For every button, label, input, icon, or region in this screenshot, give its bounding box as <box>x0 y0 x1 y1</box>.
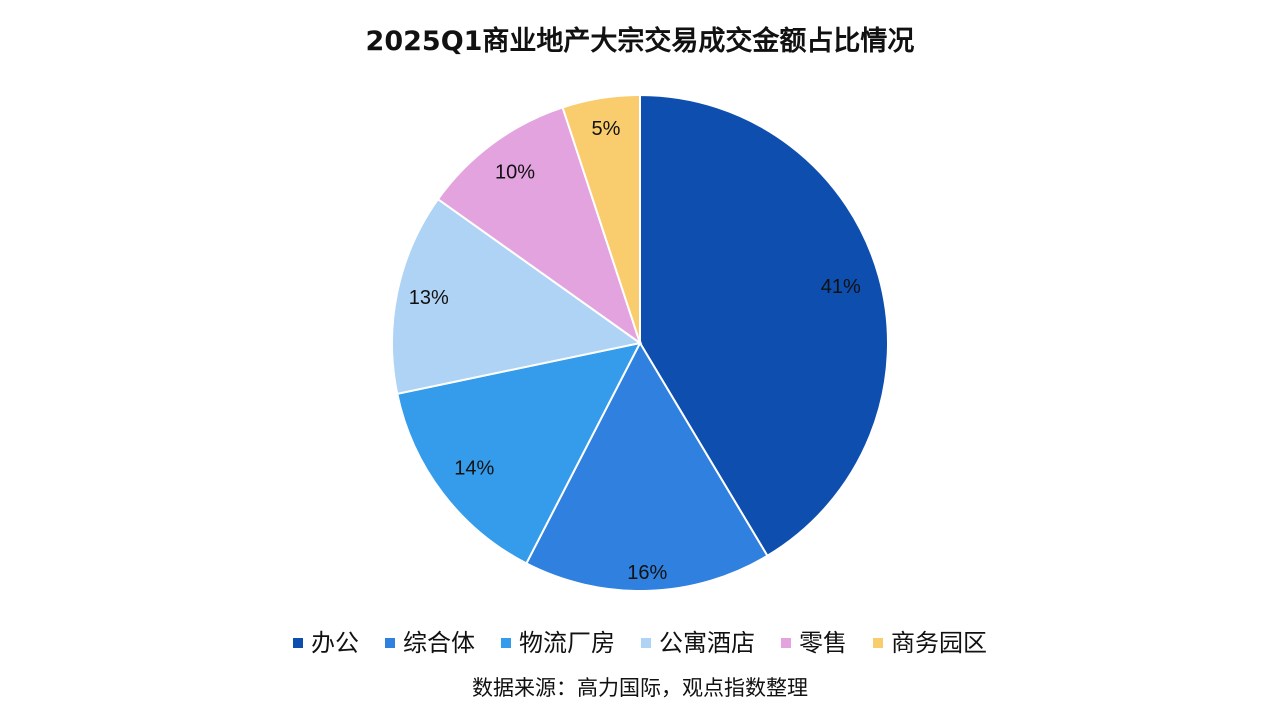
pie-slice <box>391 197 643 395</box>
legend-item: 办公 <box>293 625 359 661</box>
source-note: 数据来源：高力国际，观点指数整理 <box>472 676 808 700</box>
legend-swatch <box>781 638 791 648</box>
legend-item: 物流厂房 <box>501 625 615 661</box>
legend-item: 综合体 <box>385 625 475 661</box>
legend-swatch <box>293 638 303 648</box>
pie-slice <box>396 341 642 565</box>
chart-legend: 办公 综合体 物流厂房 公寓酒店 零售 商务园区 <box>0 625 1280 661</box>
slice-data-label: 16% <box>627 562 667 584</box>
legend-label: 物流厂房 <box>519 629 615 657</box>
legend-label: 零售 <box>799 629 847 657</box>
legend-label: 办公 <box>311 629 359 657</box>
legend-swatch <box>385 638 395 648</box>
legend-label: 综合体 <box>403 629 475 657</box>
pie-slice <box>436 106 642 346</box>
pie-slice <box>561 93 641 344</box>
legend-swatch <box>501 638 511 648</box>
pie-slice <box>525 340 769 592</box>
slice-data-label: 14% <box>454 457 494 479</box>
chart-title: 2025Q1商业地产大宗交易成交金额占比情况 <box>365 26 915 57</box>
legend-label: 商务园区 <box>891 629 987 657</box>
slice-data-label: 5% <box>591 118 620 140</box>
legend-label: 公寓酒店 <box>659 629 755 657</box>
legend-item: 商务园区 <box>873 625 987 661</box>
legend-item: 零售 <box>781 625 847 661</box>
legend-item: 公寓酒店 <box>641 625 755 661</box>
slice-data-label: 13% <box>409 287 449 309</box>
legend-swatch <box>873 638 883 648</box>
slice-data-label: 10% <box>495 162 535 184</box>
pie-slice <box>639 93 889 558</box>
slice-data-label: 41% <box>821 276 861 298</box>
legend-swatch <box>641 638 651 648</box>
